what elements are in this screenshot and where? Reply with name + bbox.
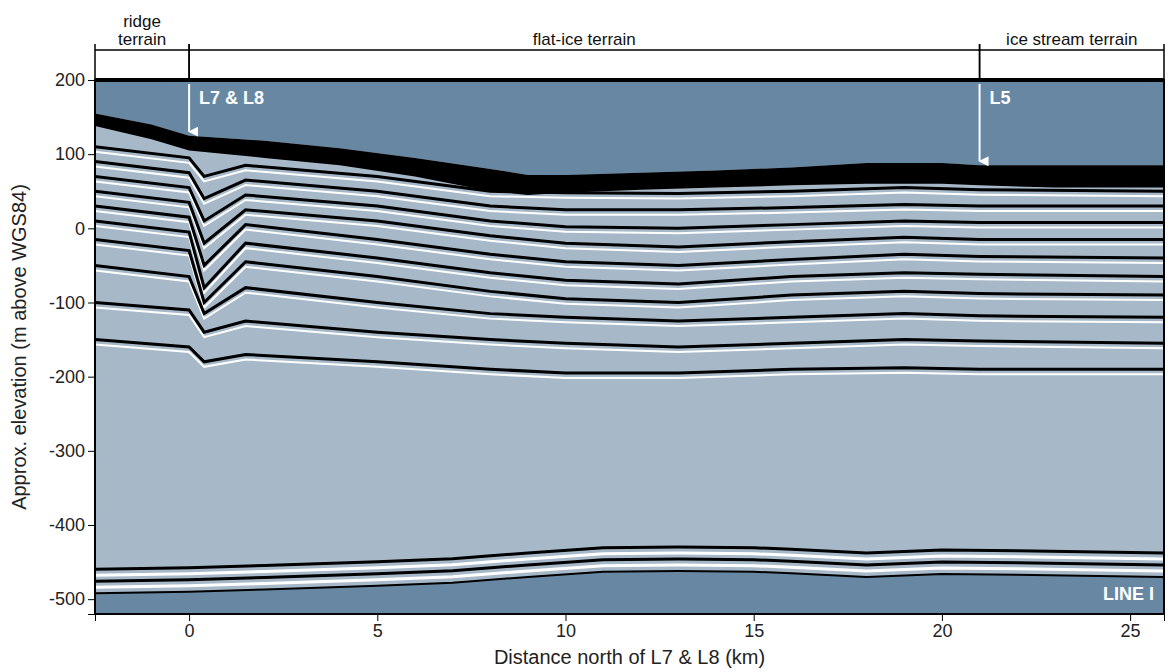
layer [95,303,1164,348]
x-tick-label: 10 [556,621,576,641]
x-tick-label: 0 [185,621,195,641]
plot-background [95,80,1164,614]
bed-band [95,559,1164,581]
y-tick-label: -100 [49,293,85,313]
y-tick: -100 [49,293,95,313]
marker-arrow [188,84,190,132]
layer [95,221,1164,288]
y-axis-line [88,81,96,615]
y-tick: 0 [75,219,95,239]
plot-area [95,80,1164,614]
y-tick-label: -500 [49,589,85,609]
y-tick: -300 [49,441,95,461]
y-tick-label: 200 [55,70,85,90]
x-tick: 20 [932,614,952,641]
y-tick-mark [88,377,95,378]
x-axis-line [96,615,1165,622]
x-axis-title: Distance north of L7 & L8 (km) [494,646,765,668]
y-tick-mark [88,525,95,526]
y-tick-mark [88,154,95,155]
y-tick-label: 0 [75,219,85,239]
terrain-boundary [188,44,190,80]
terrain-label: flat-ice terrain [533,30,636,49]
bed-band [95,565,1164,587]
layer-highlight [95,270,1164,326]
line-label: LINE I [1103,584,1154,604]
bed [95,571,1164,593]
layer-highlight [95,244,1164,307]
layer [95,265,1164,321]
terrain-boundary [979,44,981,80]
terrain-boundary [188,44,190,80]
marker-label: L5 [990,88,1011,108]
y-tick-label: -300 [49,441,85,461]
x-tick: 0 [185,614,195,641]
y-tick-mark [88,451,95,452]
x-tick: 25 [1121,614,1141,641]
surface-band [95,113,1164,195]
x-tick: 15 [744,614,764,641]
marker-arrow [979,84,981,161]
plot-frame [95,80,1164,614]
y-tick: -200 [49,367,95,387]
x-tick: 5 [373,614,383,641]
x-tick-label: 15 [744,621,764,641]
layer [95,191,1164,247]
y-tick-mark [88,303,95,304]
y-tick-label: -200 [49,367,85,387]
terrain-boundary [94,44,96,80]
layer [95,340,1164,373]
y-tick-mark [88,599,95,600]
terrain-label: ice stream terrain [1006,30,1137,49]
terrain-bracket [95,49,1164,51]
y-tick-label: 100 [55,144,85,164]
x-tick-label: 5 [373,621,383,641]
y-tick-mark [88,228,95,229]
air [95,80,1164,175]
layer [95,206,1164,265]
y-tick: 200 [55,70,95,90]
terrain-boundary [1163,44,1165,80]
marker-label: L7 & L8 [199,88,264,108]
y-tick-mark [88,80,95,81]
y-tick-label: -400 [49,515,85,535]
y-axis-title: Approx. elevation (m above WGS84) [8,184,30,510]
y-axis: 200 100 0 -100 -200 -300 -400 -500 [49,70,96,614]
x-tick-label: 20 [932,621,952,641]
x-tick-label: 25 [1121,621,1141,641]
terrain-boundary [979,44,981,80]
plot-top-border [95,78,1164,82]
terrain-label: ridgeterrain [118,12,166,49]
x-axis: 0 5 10 15 20 25 [96,614,1165,641]
y-tick: -500 [49,589,95,609]
y-tick: -400 [49,515,95,535]
y-tick: 100 [55,144,95,164]
chart: 0 5 10 15 20 25 200 100 0 -100 -200 -300 -400 -500 Dis… [0,0,1168,672]
x-tick: 10 [556,614,576,641]
